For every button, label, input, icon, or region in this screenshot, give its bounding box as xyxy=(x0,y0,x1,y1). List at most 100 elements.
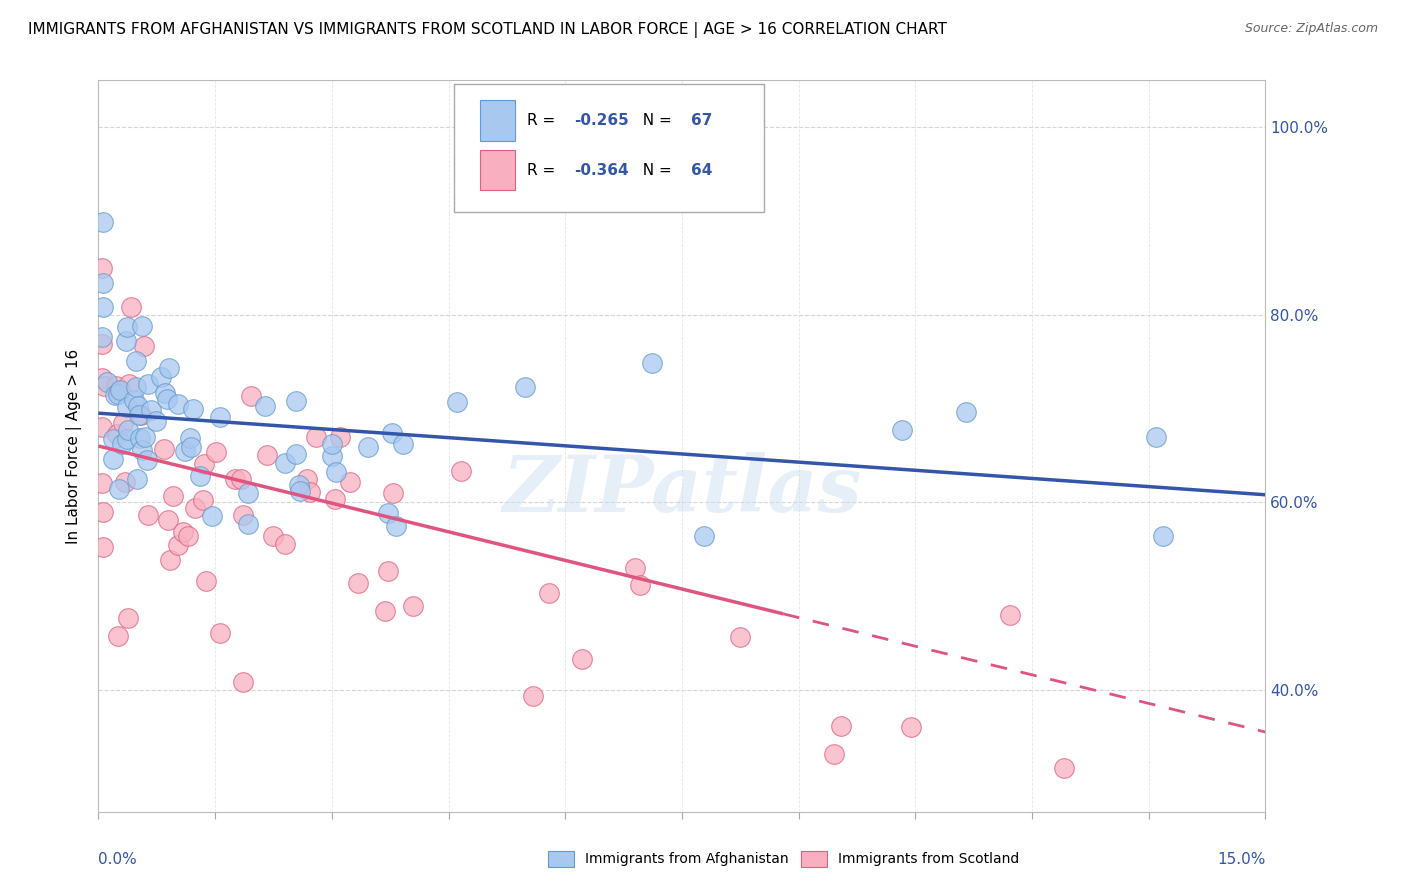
Point xyxy=(156,513,179,527)
Point xyxy=(232,508,254,522)
Point xyxy=(384,519,406,533)
FancyBboxPatch shape xyxy=(454,84,763,212)
Point xyxy=(150,370,173,384)
Point xyxy=(91,330,114,344)
Point xyxy=(115,400,138,414)
Point xyxy=(131,442,153,457)
Point xyxy=(183,500,205,515)
Point xyxy=(167,397,190,411)
Text: 64: 64 xyxy=(692,162,713,178)
Point xyxy=(91,337,114,351)
Point xyxy=(114,334,136,349)
Point xyxy=(124,393,146,408)
Point xyxy=(91,505,114,519)
Point xyxy=(513,379,536,393)
Point xyxy=(955,404,977,418)
Text: Source: ZipAtlas.com: Source: ZipAtlas.com xyxy=(1244,22,1378,36)
Point xyxy=(125,473,148,487)
Point xyxy=(1053,761,1076,775)
FancyBboxPatch shape xyxy=(479,101,515,141)
Point xyxy=(173,444,195,458)
Point xyxy=(537,586,560,600)
Point xyxy=(240,389,263,403)
Point xyxy=(108,384,131,398)
Point xyxy=(159,553,181,567)
Text: -0.364: -0.364 xyxy=(575,162,628,178)
Point xyxy=(91,419,114,434)
Text: -0.265: -0.265 xyxy=(575,113,630,128)
Point xyxy=(118,377,141,392)
Point xyxy=(177,529,200,543)
Point xyxy=(321,436,343,450)
Point xyxy=(339,475,361,489)
Point xyxy=(450,464,472,478)
Point xyxy=(900,720,922,734)
Point xyxy=(392,437,415,451)
FancyBboxPatch shape xyxy=(479,150,515,190)
Point xyxy=(179,431,201,445)
Point xyxy=(107,629,129,643)
Point xyxy=(224,472,246,486)
Point xyxy=(284,394,307,409)
Point xyxy=(191,492,214,507)
Text: 67: 67 xyxy=(692,113,713,128)
Point xyxy=(522,690,544,704)
Point xyxy=(209,626,232,640)
Point xyxy=(357,440,380,454)
Point xyxy=(91,540,114,554)
Point xyxy=(323,492,346,507)
Point xyxy=(374,604,396,618)
Text: ZIPatlas: ZIPatlas xyxy=(502,451,862,528)
Text: N =: N = xyxy=(633,113,676,128)
Point xyxy=(1144,429,1167,443)
Point xyxy=(236,485,259,500)
Point xyxy=(262,529,284,543)
Point xyxy=(117,423,139,437)
Point xyxy=(287,478,309,492)
Point xyxy=(382,486,405,500)
Point xyxy=(208,410,231,425)
Text: R =: R = xyxy=(527,162,560,178)
Text: 0.0%: 0.0% xyxy=(98,852,138,867)
Point xyxy=(229,472,252,486)
Point xyxy=(1152,528,1174,542)
Point xyxy=(641,356,664,370)
Point xyxy=(125,354,148,368)
Point xyxy=(129,409,152,423)
Point xyxy=(325,465,347,479)
Point xyxy=(145,414,167,428)
Point xyxy=(141,403,163,417)
Point xyxy=(299,484,322,499)
Point xyxy=(188,468,211,483)
Point xyxy=(107,482,129,496)
Point xyxy=(628,577,651,591)
Point xyxy=(180,440,202,454)
Point xyxy=(285,447,308,461)
Point xyxy=(117,611,139,625)
Point xyxy=(153,385,176,400)
Point xyxy=(830,719,852,733)
Point xyxy=(288,484,311,499)
Point xyxy=(104,388,127,402)
Point xyxy=(128,408,150,422)
Point xyxy=(91,371,114,385)
Point xyxy=(321,449,343,463)
Point xyxy=(112,417,135,431)
Point xyxy=(131,319,153,334)
Point xyxy=(402,599,425,614)
Point xyxy=(329,429,352,443)
Point xyxy=(103,451,125,466)
Point xyxy=(273,537,295,551)
Point xyxy=(201,508,224,523)
Point xyxy=(728,630,751,644)
Point xyxy=(108,383,131,397)
Point xyxy=(135,453,157,467)
Point xyxy=(156,392,179,407)
Point xyxy=(136,508,159,523)
Point xyxy=(93,379,115,393)
Point xyxy=(114,475,136,489)
Point xyxy=(104,379,127,393)
Y-axis label: In Labor Force | Age > 16: In Labor Force | Age > 16 xyxy=(66,349,83,543)
Point xyxy=(91,260,114,275)
Point xyxy=(172,525,194,540)
